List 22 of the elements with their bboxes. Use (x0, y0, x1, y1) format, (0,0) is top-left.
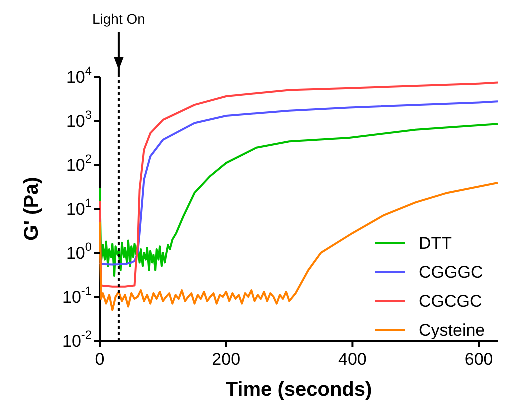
line-series (99, 182, 499, 312)
line-series (99, 82, 499, 288)
legend-label: DTT (419, 234, 452, 253)
y-tick-label: 10$^{-2}$ (62, 328, 92, 352)
legend-label: Cysteine (419, 321, 486, 340)
x-tick-label: 200 (212, 350, 241, 369)
y-tick-label: 10$^{3}$ (66, 108, 92, 132)
x-tick-label: 400 (338, 350, 367, 369)
y-tick-label: 10$^{4}$ (66, 64, 92, 88)
line-series (99, 100, 499, 266)
y-tick-label: 10$^{2}$ (66, 152, 92, 176)
x-tick-label: 0 (95, 350, 105, 369)
y-tick-label: 10$^{1}$ (66, 196, 92, 220)
line-series (99, 123, 499, 278)
y-tick-label: 10$^{-1}$ (62, 284, 92, 308)
legend-label: CGGGC (419, 263, 484, 282)
legend-label: CGCGC (419, 292, 482, 311)
y-axis-title: G' (Pa) (21, 177, 43, 241)
x-axis-title: Time (seconds) (226, 379, 372, 401)
ref-line-label: Light On (92, 11, 146, 27)
y-tick-label: 10$^{0}$ (66, 240, 92, 264)
x-tick-label: 600 (464, 350, 494, 369)
